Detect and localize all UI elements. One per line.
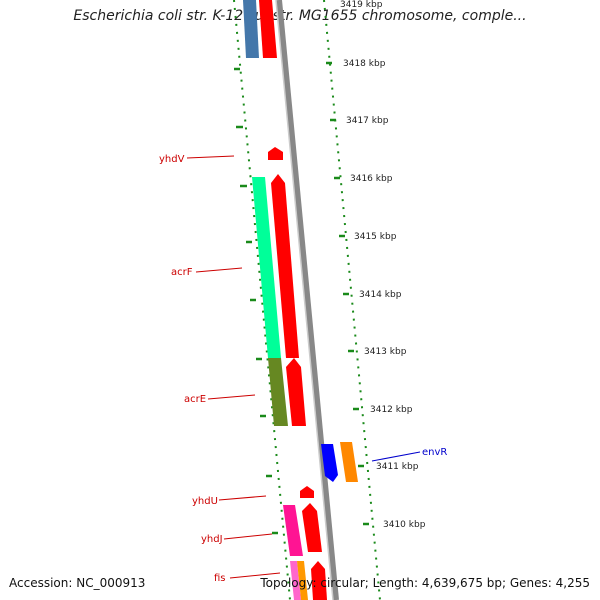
top-red-gene[interactable] [259,0,277,58]
genome-stats-label: Topology: circular; Length: 4,639,675 bp… [260,576,590,590]
gene-label-yhdV: yhdV [159,154,185,165]
feature-yhdJ[interactable] [283,505,303,556]
gene-fis[interactable] [311,561,327,600]
gene-label-line [223,533,273,540]
gene-yhdU[interactable] [300,486,314,498]
gene-label-line [371,451,421,462]
inner-track-dashes [234,67,278,535]
feature-acrF[interactable] [252,177,281,358]
tick-label: 3418 kbp [343,59,386,69]
top-blue-feature[interactable] [243,0,259,58]
feature-fis[interactable] [297,561,308,600]
gene-label-acrE: acrE [184,394,206,405]
tick-label: 3414 kbp [359,290,402,300]
feature-envR[interactable] [340,442,358,482]
gene-label-acrF: acrF [171,267,193,278]
gene-label-yhdU: yhdU [192,496,218,507]
tick-labels: 3419 kbp 3418 kbp 3417 kbp 3416 kbp 3415… [340,0,426,530]
chromosome-backbone [276,0,339,600]
gene-label-line [207,394,256,400]
gene-label-line [218,495,267,501]
gene-acrF[interactable] [271,174,299,358]
tick-label: 3419 kbp [340,0,383,10]
gene-label-envR: envR [422,447,447,458]
tick-label: 3416 kbp [350,174,393,184]
tick-label: 3417 kbp [346,116,389,126]
gene-yhdJ[interactable] [302,503,322,552]
feature-fis-pink[interactable] [290,561,301,600]
outer-dotted-track [323,0,381,600]
gene-label-yhdJ: yhdJ [201,534,223,545]
gene-acrE[interactable] [286,358,306,426]
tick-label: 3410 kbp [383,520,426,530]
tick-label: 3411 kbp [376,462,419,472]
tick-label: 3412 kbp [370,405,413,415]
gene-envR[interactable] [321,444,338,482]
outer-track-ticks [326,61,369,526]
gene-yhdV[interactable] [268,147,283,160]
gene-label-fis: fis [214,573,226,584]
chromosome-backbone-highlight [275,0,334,600]
tick-label: 3413 kbp [364,347,407,357]
gene-label-line [195,267,243,273]
accession-label: Accession: NC_000913 [9,576,146,590]
gene-label-line [229,572,281,579]
tick-label: 3415 kbp [354,232,397,242]
feature-acrE[interactable] [268,358,288,426]
map-title: Escherichia coli str. K-12 substr. MG165… [73,8,527,24]
gene-label-line [186,155,235,159]
